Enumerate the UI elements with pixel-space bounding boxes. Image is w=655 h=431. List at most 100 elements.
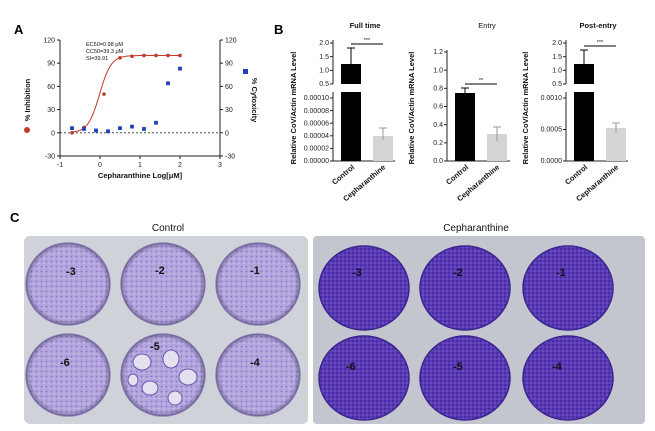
well-label-control-2: -2 [155, 265, 165, 277]
bar-chart-full-time: Full time Relative CoV/Actin mRNA Level … [289, 21, 395, 203]
a-y-tick-label-right: 30 [225, 107, 233, 114]
a-y-tick-label-left: 30 [47, 107, 55, 114]
b-tick-label: 0.0010 [541, 95, 563, 102]
b-tick-label: 0.5 [319, 81, 329, 88]
b2-title: Entry [478, 21, 496, 30]
b-tick-label: 0.00002 [304, 146, 329, 153]
a-y-tick-label-left: 120 [43, 38, 55, 45]
well-label-drug-6: -4 [552, 361, 563, 373]
a-point-inhibition [142, 53, 146, 58]
plate-title-cepharanthine: Cepharanthine [443, 223, 509, 234]
well-control-bottom-middle: -5 [120, 333, 206, 417]
b-tick-label: 1.0 [319, 68, 329, 75]
b-tick-label: 0.00004 [304, 133, 329, 140]
a-y-tick-label-right: 120 [225, 38, 237, 45]
well-control-top-left: -3 [25, 242, 111, 326]
b-tick-label: 1.5 [319, 54, 329, 61]
a-y-tick-label-right: 0 [225, 130, 229, 137]
a-point-cytotoxicity [130, 124, 134, 129]
b3-y-label: Relative CoV/Actin mRNA Level [521, 52, 530, 165]
a-annotation-si: SI=39.91 [86, 56, 108, 62]
panel-label-b: B [274, 22, 283, 37]
b3-bar-control-lower [574, 92, 594, 161]
b1-bar-cepharanthine [373, 136, 393, 161]
a-y-tick-label-left: -30 [45, 154, 55, 161]
b-tick-label: 0.2 [433, 140, 443, 147]
a-point-cytotoxicity [178, 66, 182, 71]
b-tick-label: 1.5 [552, 54, 562, 61]
a-point-inhibition [102, 92, 106, 96]
a-point-cytotoxicity [142, 127, 146, 131]
b-tick-label: 0.00000 [304, 158, 329, 165]
a-point-cytotoxicity [82, 127, 86, 131]
a-y-tick-label-left: 60 [47, 84, 55, 91]
plate-photo-control: -3 -2 -1 -6 [24, 236, 308, 424]
bar-chart-post-entry: Post-entry Relative CoV/Actin mRNA Level… [521, 21, 628, 203]
well-label-drug-5: -5 [453, 361, 463, 373]
a-x-tick-label: 1 [138, 162, 142, 169]
a-point-inhibition [154, 53, 158, 58]
well-label-drug-2: -2 [453, 267, 463, 279]
a-point-cytotoxicity [154, 120, 158, 125]
b2-sig-label: ** [479, 78, 484, 84]
a-point-inhibition [70, 131, 74, 135]
b3-bar-cepharanthine [606, 128, 626, 161]
plate-photo-cepharanthine: -3 -2 -1 -6 -5 -4 [313, 236, 645, 424]
plate-title-control: Control [152, 223, 184, 234]
well-label-control-3: -1 [250, 265, 260, 277]
a-fit-curve [72, 55, 180, 133]
b1-y-label: Relative CoV/Actin mRNA Level [289, 52, 298, 165]
b-tick-label: 0.0000 [541, 158, 563, 165]
b-tick-label: 2.0 [319, 40, 329, 47]
b3-cat-control: Control [563, 163, 589, 187]
b-tick-label: 0.0 [433, 158, 443, 165]
plaque-holes [127, 349, 198, 406]
bar-chart-entry: Entry Relative CoV/Actin mRNA Level 0.0 0… [407, 21, 510, 203]
b1-bar-control-lower [341, 92, 361, 161]
panel-label-c: C [10, 210, 20, 225]
a-x-label: Cepharanthine Log[μM] [98, 171, 183, 180]
a-y-tick-label-right: 60 [225, 84, 233, 91]
a-x-tick-label: -1 [57, 162, 63, 169]
well-drug-top-middle: -2 [419, 245, 511, 331]
well-drug-bottom-right: -4 [522, 335, 614, 421]
a-x-tick-label: 0 [98, 162, 102, 169]
well-label-control-6: -4 [250, 357, 261, 369]
b-tick-label: 0.0005 [541, 127, 563, 134]
well-label-control-1: -3 [66, 266, 76, 278]
well-drug-top-right: -1 [522, 245, 614, 331]
b-tick-label: 0.5 [552, 81, 562, 88]
well-drug-bottom-middle: -5 [419, 335, 511, 421]
a-y-tick-label-left: 90 [47, 61, 55, 68]
b-tick-label: 0.4 [433, 122, 443, 129]
a-point-inhibition [118, 55, 122, 60]
b-tick-label: 0.00010 [304, 95, 329, 102]
well-label-control-5: -5 [150, 341, 160, 353]
b2-bar-cepharanthine [487, 134, 507, 161]
b-tick-label: 0.6 [433, 104, 443, 111]
well-control-top-middle: -2 [120, 242, 206, 326]
b-tick-label: 1.0 [433, 67, 443, 74]
b3-title: Post-entry [579, 21, 617, 30]
b2-cat-control: Control [444, 163, 470, 187]
b-tick-label: 0.00008 [304, 108, 329, 115]
a-point-inhibition [178, 53, 182, 58]
well-drug-bottom-left: -6 [318, 335, 410, 421]
well-control-bottom-right: -4 [215, 333, 301, 417]
a-point-cytotoxicity [70, 126, 74, 131]
a-point-cytotoxicity [106, 129, 110, 134]
well-drug-top-left: -3 [318, 245, 410, 331]
well-control-top-right: -1 [215, 242, 301, 326]
a-x-tick-label: 3 [218, 162, 222, 169]
a-y-label-left: % Inhibition [23, 78, 32, 121]
well-label-drug-3: -1 [556, 267, 566, 279]
a-x-tick-label: 2 [178, 162, 182, 169]
well-label-drug-4: -6 [346, 361, 356, 373]
a-point-inhibition [166, 53, 170, 58]
a-y-tick-label-right: -30 [225, 154, 235, 161]
panel-label-a: A [14, 22, 24, 37]
a-legend-marker-inhibition [24, 127, 30, 133]
b3-sig-label: *** [597, 40, 604, 46]
